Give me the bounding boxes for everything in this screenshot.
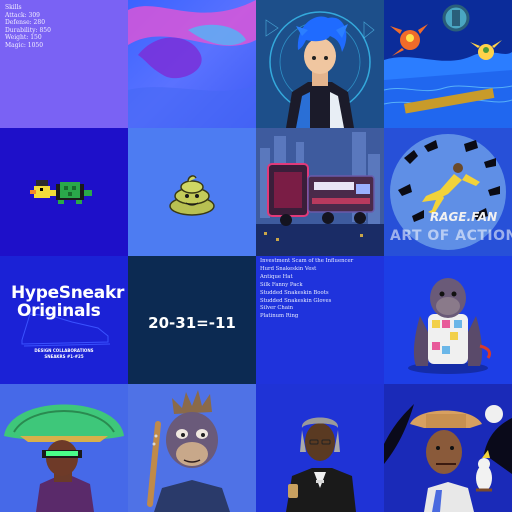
ape-character-image — [128, 384, 256, 512]
judge-character-card[interactable] — [256, 384, 384, 512]
abstract-swirl-image — [128, 0, 256, 128]
poop-emoji-card[interactable] — [128, 128, 256, 256]
mushroom-hat-character-card[interactable] — [0, 384, 128, 512]
hype-title-line1: HypeSneakr — [11, 283, 125, 303]
stat-attack: Attack: 309 — [5, 11, 41, 19]
skills-stats-card[interactable]: Skills Attack: 309 Defense: 280 Durabili… — [0, 0, 128, 128]
anime-blue-hair-character-card[interactable] — [256, 0, 384, 128]
stat-defense: Defense: 280 — [5, 19, 46, 27]
rage-fan-subtitle: ART OF ACTION — [390, 228, 512, 244]
skills-title: Skills — [5, 4, 22, 11]
equation-text: 20-31=-11 — [148, 314, 236, 332]
poop-emoji-icon — [128, 128, 256, 256]
hype-subtitle-1: DESIGN COLLABORATIONS — [34, 348, 94, 353]
ape-with-bat-card[interactable] — [128, 384, 256, 512]
rage-fan-card[interactable]: RAGE.FAN ART OF ACTION — [384, 128, 512, 256]
anime-character-image — [256, 0, 384, 128]
item-line: Silver Chain — [260, 305, 294, 312]
item-line: Platinum Ring — [260, 313, 299, 320]
judge-character-image — [256, 384, 384, 512]
item-line: Hurd Snakeskin Vest — [260, 265, 317, 272]
rage-fan-title: RAGE.FAN — [430, 210, 498, 224]
abstract-purple-swirl-card[interactable] — [128, 0, 256, 128]
rage-fan-image — [384, 128, 512, 256]
item-line: Investment Scam of the Influencer — [260, 258, 354, 264]
cyberpunk-truck-image — [256, 128, 384, 256]
stat-durability: Durability: 850 — [5, 26, 51, 34]
stat-magic: Magic: 1050 — [5, 41, 44, 49]
mushroom-character-image — [0, 384, 128, 512]
hype-subtitle-2: SNEAKRS #1-#25 — [44, 354, 84, 359]
gorilla-card[interactable] — [384, 256, 512, 384]
man-with-cockatoo-card[interactable] — [384, 384, 512, 512]
item-line: Studded Snakeskin Gloves — [260, 297, 332, 304]
cyberpunk-truck-card[interactable] — [256, 128, 384, 256]
pixel-duck-turtle-icon — [0, 128, 128, 256]
item-line: Antique Hat — [260, 273, 293, 280]
item-line: Silk Fanny Pack — [260, 281, 303, 288]
psychedelic-scene-image — [384, 0, 512, 128]
sneaker-outline-icon — [21, 313, 111, 347]
pixel-duck-turtle-card[interactable] — [0, 128, 128, 256]
gorilla-image — [384, 256, 512, 384]
man-with-bird-image — [384, 384, 512, 512]
stat-weight: Weight: 150 — [5, 34, 42, 42]
hypesneakr-originals-card[interactable]: HypeSneakr Originals DESIGN COLLABORATIO… — [0, 256, 128, 384]
psychedelic-creatures-card[interactable] — [384, 0, 512, 128]
hype-title-line2: Originals — [17, 301, 101, 321]
item-line: Studded Snakeskin Boots — [260, 289, 329, 296]
equation-card[interactable]: 20-31=-11 — [128, 256, 256, 384]
items-list-card[interactable]: Investment Scam of the Influencer Hurd S… — [256, 256, 384, 384]
